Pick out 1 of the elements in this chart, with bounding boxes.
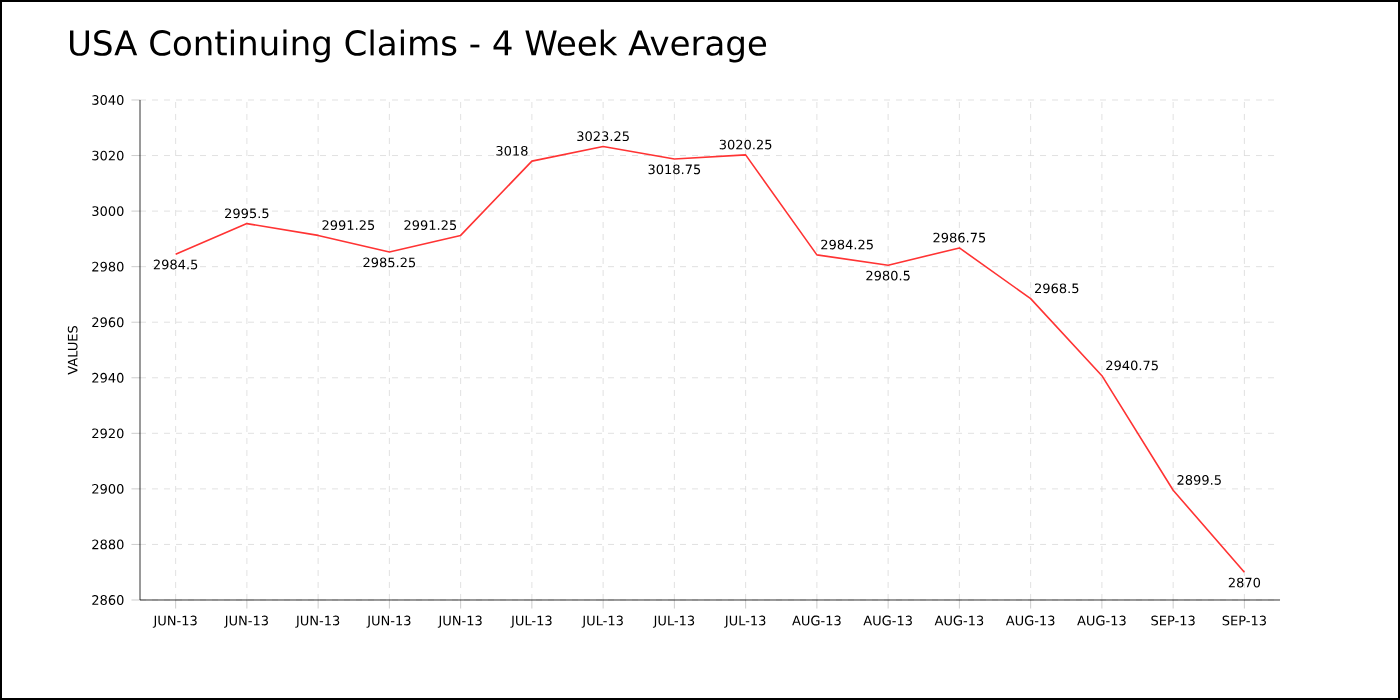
chart-title: USA Continuing Claims - 4 Week Average bbox=[70, 29, 767, 63]
